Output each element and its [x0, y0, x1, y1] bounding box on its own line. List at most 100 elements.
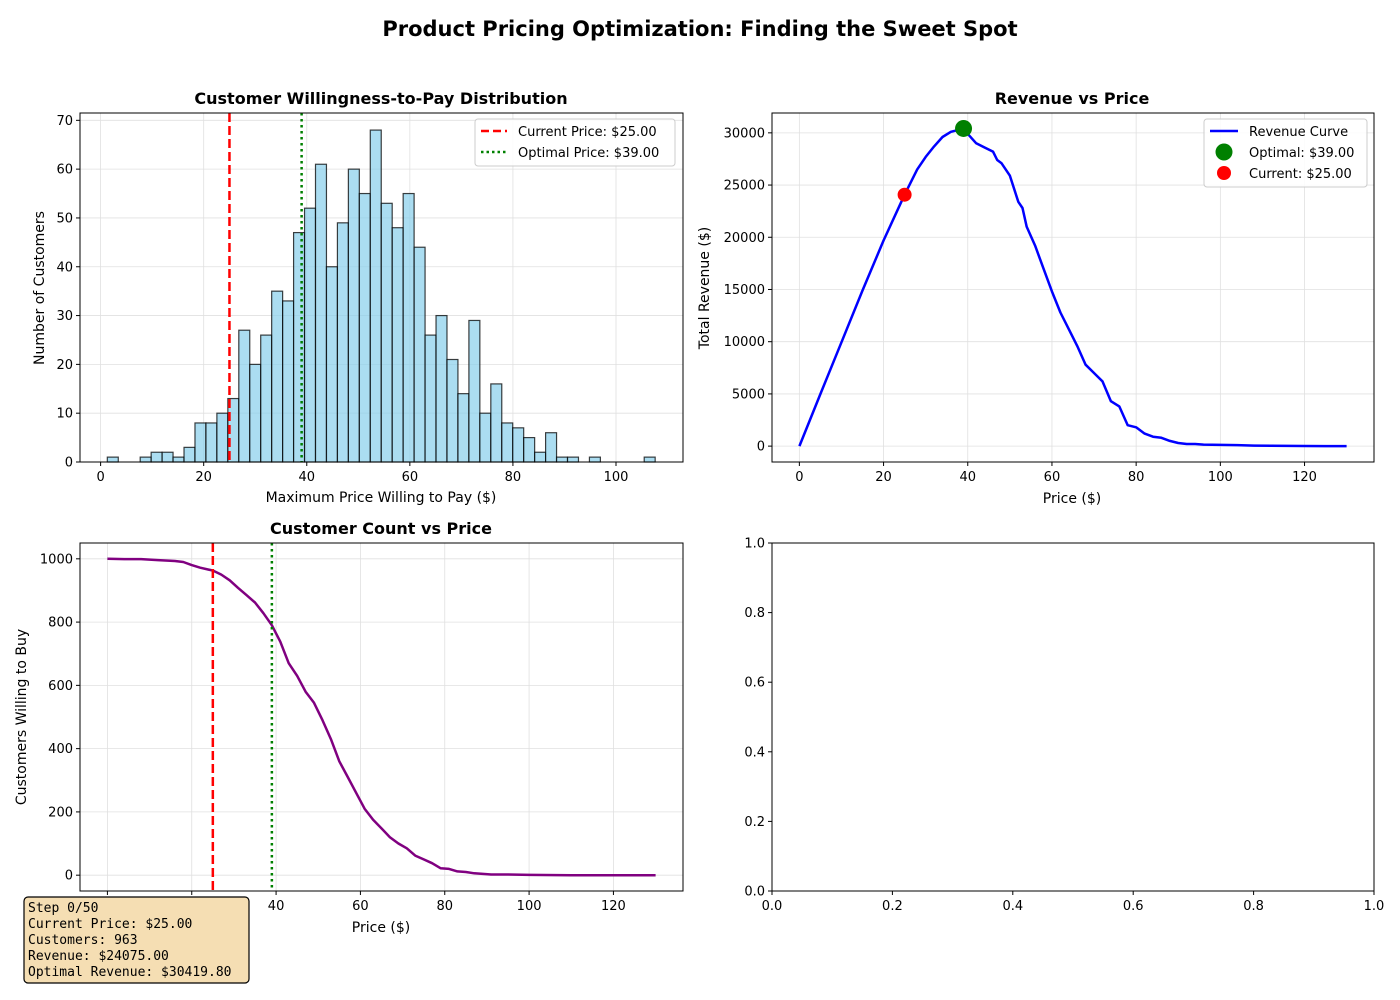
histogram-bar [172, 456, 185, 463]
histogram-bar [150, 451, 163, 463]
customer-count-ylabel: Customers Willing to Buy [14, 629, 30, 805]
histogram-xtick-label: 80 [505, 470, 522, 485]
empty-axes-xtick-label: 0.6 [1123, 899, 1144, 914]
empty-axes-ytick-label: 0.2 [744, 815, 765, 830]
customer-count-grid [80, 543, 683, 891]
empty-axes-xtick-label: 0.8 [1243, 899, 1264, 914]
customer-count-ytick-label: 0 [65, 869, 73, 884]
histogram-frame [79, 112, 684, 463]
revenue-ytick-label: 0 [757, 440, 765, 455]
info-revenue: Revenue: $24075.00 [28, 949, 169, 964]
histogram-bar [216, 412, 229, 463]
optimal-point-marker [955, 119, 973, 137]
legend-optimal: Optimal: $39.00 [1249, 146, 1354, 161]
histogram-ytick-label: 40 [56, 260, 73, 275]
histogram-ytick-label: 60 [56, 163, 73, 178]
customer-count-ytick-label: 400 [48, 742, 73, 757]
current-point-marker [897, 187, 912, 202]
histogram-bar [205, 422, 218, 463]
revenue-curve-line [798, 127, 1347, 448]
empty-axes-xtick-label: 0.2 [882, 899, 903, 914]
histogram-bar [183, 446, 196, 463]
histogram-bar [238, 329, 251, 463]
legend-current: Current: $25.00 [1249, 167, 1352, 182]
revenue-ytick-label: 25000 [724, 179, 765, 194]
histogram-ytick-label: 0 [65, 456, 73, 471]
customer-count-xtick-label: 120 [601, 899, 626, 914]
histogram-bar [260, 334, 273, 463]
histogram-bar [566, 456, 580, 463]
histogram-bar [194, 422, 207, 463]
customer-count-reference-lines [211, 543, 274, 891]
customer-count-ytick-label: 600 [48, 679, 73, 694]
revenue-xtick-label: 40 [959, 470, 976, 485]
histogram-xlabel: Maximum Price Willing to Pay ($) [266, 490, 497, 506]
histogram-bar [358, 192, 371, 463]
info-step: Step 0/50 [28, 901, 98, 916]
empty-axes: 0.0 0.2 0.4 0.6 0.8 1.0 0.0 0.2 0.4 0.6 0.8 1.0 [744, 537, 1384, 915]
histogram-xtick-label: 0 [96, 470, 104, 485]
customer-count-axes: Customer Count vs Price Price ($) Custom… [14, 519, 684, 936]
empty-axes-xtick-label: 0.4 [1002, 899, 1023, 914]
customer-count-line [107, 557, 656, 877]
customer-count-ytick-label: 800 [48, 616, 73, 631]
histogram-bar [402, 192, 415, 463]
empty-axes-frame [771, 542, 1375, 892]
customer-count-frame [79, 542, 684, 892]
histogram-bar [544, 432, 558, 463]
histogram-xtick-label: 60 [402, 470, 419, 485]
empty-axes-ytick-label: 1.0 [744, 537, 765, 552]
revenue-ylabel: Total Revenue ($) [697, 227, 713, 350]
histogram-bar [588, 456, 601, 463]
revenue-legend: Revenue Curve Optimal: $39.00 Current: $… [1203, 118, 1368, 188]
revenue-points [897, 119, 973, 202]
histogram-title: Customer Willingness-to-Pay Distribution [194, 89, 567, 108]
revenue-frame [771, 112, 1375, 463]
histogram-bar [369, 129, 382, 463]
histogram-bar [282, 300, 295, 463]
histogram-bar [534, 451, 547, 463]
histogram-bar [413, 246, 426, 463]
customer-count-xtick-label: 40 [268, 899, 285, 914]
histogram-xtick-label: 20 [195, 470, 212, 485]
legend-current-marker-icon [1217, 166, 1231, 180]
revenue-ytick-label: 20000 [724, 231, 765, 246]
empty-axes-xtick-label: 1.0 [1364, 899, 1385, 914]
histogram-xtick-label: 100 [604, 470, 629, 485]
histogram-bar [314, 163, 328, 463]
customer-count-ytick-label: 1000 [40, 552, 73, 567]
info-customers: Customers: 963 [28, 933, 138, 948]
revenue-xtick-label: 120 [1292, 470, 1317, 485]
revenue-ytick-label: 10000 [724, 335, 765, 350]
revenue-ytick-label: 30000 [724, 126, 765, 141]
histogram-bar [380, 202, 393, 463]
histogram-ylabel: Number of Customers [32, 211, 48, 365]
revenue-xtick-label: 60 [1044, 470, 1061, 485]
histogram-bar [139, 456, 152, 463]
revenue-ticks: 0 20 40 60 80 100 120 0 5000 10000 15000 20000 25000… [724, 126, 1317, 485]
revenue-xtick-label: 80 [1128, 470, 1145, 485]
histogram-bar [347, 168, 360, 463]
histogram-axes: Customer Willingness-to-Pay Distribution… [32, 89, 684, 506]
histogram-bar [490, 383, 503, 463]
histogram-bar [325, 266, 339, 463]
info-current-price: Current Price: $25.00 [28, 917, 192, 932]
empty-axes-ytick-label: 0.0 [744, 885, 765, 900]
empty-axes-ytick-label: 0.8 [744, 606, 765, 621]
histogram-bar [161, 451, 174, 463]
histogram-bar [643, 456, 656, 463]
histogram-ytick-label: 30 [56, 309, 73, 324]
empty-axes-ticks: 0.0 0.2 0.4 0.6 0.8 1.0 0.0 0.2 0.4 0.6 0.8 1.0 [744, 537, 1384, 915]
info-optimal-revenue: Optimal Revenue: $30419.80 [28, 965, 232, 980]
customer-count-xtick-label: 80 [436, 899, 453, 914]
histogram-bar [424, 334, 437, 463]
revenue-ytick-label: 5000 [732, 387, 765, 402]
histogram-bar [457, 393, 470, 463]
info-box-background [23, 896, 250, 984]
histogram-bar [303, 207, 317, 463]
legend-optimal-marker-icon [1215, 143, 1233, 161]
histogram-reference-lines [228, 113, 303, 462]
histogram-bar [292, 231, 306, 463]
revenue-series [798, 127, 1347, 448]
